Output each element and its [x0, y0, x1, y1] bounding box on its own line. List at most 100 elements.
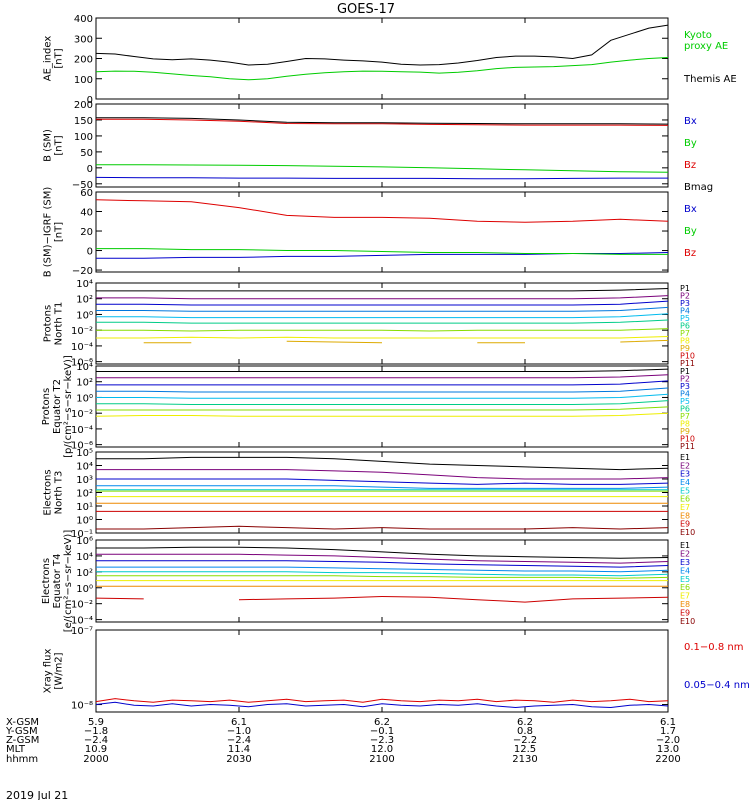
y-tick-label: 40: [80, 208, 93, 219]
legend-entry: E7: [680, 592, 690, 601]
y-axis-label: North T3: [54, 471, 65, 515]
legend-entry: proxy AE: [684, 41, 728, 52]
series-line-E4: [96, 566, 669, 573]
panel-bsm: 200 150 100 50 0 −50 B (SM) [nT] Bx By Bz Bmag: [43, 100, 714, 193]
series-line-Themis AE: [95, 24, 669, 66]
panel-frame: [95, 103, 669, 188]
x-axis-row-value: 12.5: [514, 744, 536, 755]
x-axis-row-value: 6.2: [517, 717, 533, 728]
x-axis-row-value: 1.7: [660, 726, 676, 737]
y-tick-label: 10²: [76, 489, 93, 500]
y-axis-label: [p/(cm²−s−sr−keV)]: [63, 355, 74, 458]
x-axis-row-value: 6.1: [231, 717, 247, 728]
x-axis-row-value: 2130: [512, 754, 537, 765]
series-line-P6: [96, 319, 669, 324]
legend-entry: P2: [680, 292, 690, 301]
series-line-0.05−0.4 nm: [95, 701, 669, 709]
legend-entry: P8: [680, 337, 690, 346]
series-line-E5: [96, 571, 669, 577]
legend-entry: P5: [680, 314, 690, 323]
x-axis-row-value: 10.9: [85, 744, 107, 755]
y-tick-label: 10³: [76, 475, 93, 486]
y-tick-label: 10⁻⁸: [71, 701, 93, 712]
series-line-E2: [96, 469, 669, 480]
series-line-E1: [96, 546, 669, 559]
series-line-E6: [96, 575, 669, 579]
legend-entry: P6: [680, 405, 690, 414]
y-tick-label: 10⁴: [76, 462, 93, 473]
y-tick-label: 10²: [76, 295, 93, 306]
legend-entry: E2: [680, 549, 690, 558]
y-tick-label: 10¹: [76, 502, 93, 513]
panel-xray: 10⁻⁷ 10⁻⁸ Xray flux [W/m2] 0.1−0.8 nm 0.05−0.…: [43, 626, 750, 713]
legend-entry: P9: [680, 344, 690, 353]
series-line-Bx: [95, 176, 668, 180]
legend-entry: E4: [680, 566, 690, 575]
y-tick-label: 10⁻⁶: [71, 358, 93, 369]
legend-entry: E5: [680, 486, 690, 495]
y-axis-label: Equator T2: [52, 379, 63, 434]
date-label: 2019 Jul 21: [6, 789, 68, 800]
legend-entry: Bx: [684, 116, 697, 127]
x-axis-row-value: −0.1: [370, 726, 394, 737]
x-axis-row-value: 2000: [83, 754, 108, 765]
y-axis-label: [nT]: [54, 222, 65, 242]
y-tick-label: −50: [72, 180, 93, 191]
legend-entry: E9: [680, 609, 690, 618]
series-line-0.1−0.8 nm: [95, 698, 669, 703]
y-axis-label: Protons: [43, 305, 54, 342]
legend-entry: P7: [680, 329, 690, 338]
legend-entry: Bz: [684, 160, 696, 171]
x-axis-row-value: −2.3: [370, 735, 394, 746]
y-tick-label: 10⁻²: [71, 326, 93, 337]
legend-entry: Kyoto: [684, 30, 712, 41]
series-line-P3: [96, 380, 669, 386]
legend-entry: E8: [680, 600, 690, 609]
x-axis-row-value: 5.9: [88, 717, 104, 728]
series-line-P1: [96, 368, 669, 372]
series-line-P5: [96, 393, 669, 399]
series-line-E9: [95, 595, 669, 603]
series-line-By: [96, 164, 669, 173]
y-tick-label: 10⁻⁴: [71, 342, 93, 353]
y-tick-label: 20: [80, 227, 93, 238]
series-line-By: [96, 248, 668, 255]
legend-entry: P4: [680, 390, 690, 399]
y-tick-label: 10⁴: [76, 552, 93, 563]
legend-entry: E4: [680, 478, 690, 487]
series-line-P2: [96, 374, 669, 379]
legend-entry: E2: [680, 461, 690, 470]
x-axis-row-value: −1.8: [84, 726, 108, 737]
legend-entry: By: [684, 138, 697, 149]
legend-entry: P6: [680, 322, 690, 331]
series-line-E3: [96, 560, 669, 568]
y-tick-label: 10⁴: [76, 362, 93, 373]
y-axis-label: Xray flux: [43, 649, 54, 694]
x-axis-row-value: 2100: [369, 754, 394, 765]
y-axis-label: [nT]: [54, 48, 65, 68]
panel-frame: [95, 17, 669, 100]
legend-entry: P11: [680, 359, 695, 368]
y-tick-label: 200: [74, 100, 93, 111]
legend-entry: E9: [680, 520, 690, 529]
x-axis-table: X-GSM 5.9 6.1 6.2 6.2 6.1 Y-GSM −1.8 −1.0 −0.1 0.8…: [5, 717, 681, 765]
series-line-P8: [96, 336, 669, 339]
y-axis-label: AE_index: [43, 36, 54, 82]
series-line-P7: [96, 328, 669, 332]
y-tick-label: 0: [87, 164, 93, 175]
x-axis-row-value: 0.8: [517, 726, 533, 737]
legend-entry: E3: [680, 558, 690, 567]
y-tick-label: −20: [72, 266, 93, 277]
series-line-P1: [96, 288, 669, 292]
legend-entry: P1: [680, 284, 690, 293]
y-tick-label: 10⁻²: [71, 600, 93, 611]
panel-ee: 10⁶ 10⁴ 10² 10⁰ 10⁻² 10⁻⁴ Electrons Equator T4[…: [41, 530, 695, 633]
x-axis-row-value: −2.2: [513, 735, 537, 746]
legend-entry: P11: [680, 442, 695, 451]
legend-entry: Themis AE: [683, 74, 737, 85]
y-tick-label: 50: [80, 148, 93, 159]
x-axis-row-value: 6.1: [660, 717, 676, 728]
y-tick-label: 10⁶: [76, 536, 93, 547]
x-axis-row-label: hhmm: [6, 754, 38, 765]
